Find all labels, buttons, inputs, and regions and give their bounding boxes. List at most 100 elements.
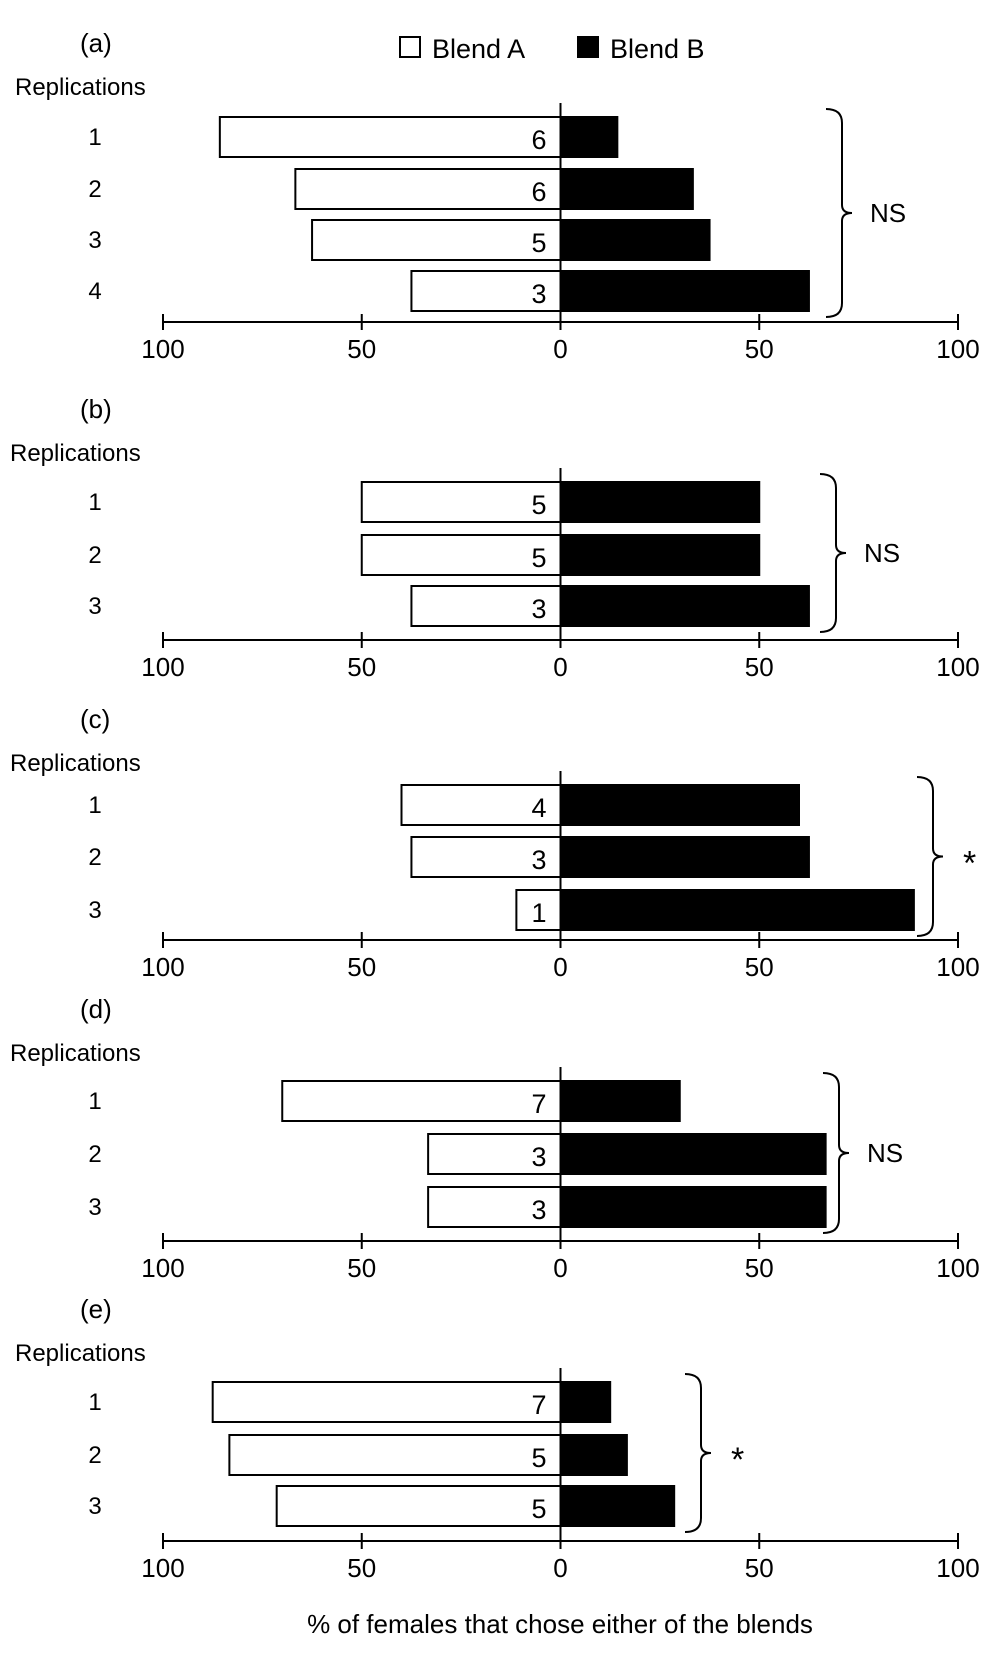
bar-count-blend-b: 5	[580, 543, 595, 573]
y-axis-title: Replications	[15, 1340, 146, 1367]
bar-count-blend-b: 1	[580, 125, 595, 155]
bar-count-blend-a: 3	[531, 1142, 546, 1172]
bar-count-blend-a: 7	[531, 1089, 546, 1119]
bar-blend-b	[559, 481, 761, 523]
bar-count-blend-a: 5	[531, 1494, 546, 1524]
bar-count-blend-b: 3	[580, 228, 595, 258]
bar-blend-a	[427, 1186, 562, 1228]
x-tick-label: 0	[553, 652, 567, 682]
legend-label-blend-a: Blend A	[432, 34, 525, 64]
category-label: 3	[88, 227, 101, 254]
x-tick-label: 100	[936, 652, 979, 682]
bar-count-blend-a: 5	[531, 228, 546, 258]
significance-bracket	[822, 1072, 850, 1234]
panel-1: (a) Replications 1 6 1 2 6 3 3 5 3 4 3 5 100 50 0 50 100 NS	[15, 28, 980, 364]
bar-count-blend-b: 5	[580, 490, 595, 520]
bar-blend-a	[211, 1381, 562, 1423]
bar-count-blend-a: 1	[531, 898, 546, 928]
bar-blend-a	[427, 1133, 562, 1175]
significance-bracket	[819, 473, 847, 633]
x-tick-label: 0	[553, 952, 567, 982]
category-label: 2	[88, 1442, 101, 1469]
bar-count-blend-b: 6	[580, 1142, 595, 1172]
bar-count-blend-b: 3	[580, 1089, 595, 1119]
x-tick-label: 0	[553, 334, 567, 364]
category-label: 1	[88, 124, 101, 151]
bar-count-blend-a: 3	[531, 279, 546, 309]
bar-blend-a	[228, 1434, 562, 1476]
bar-blend-b	[559, 168, 694, 210]
x-tick-label: 100	[936, 952, 979, 982]
panel-2: (b) Replications 1 5 5 2 5 5 3 3 5 100 50 0 50 100 NS	[10, 394, 980, 682]
bar-count-blend-a: 3	[531, 845, 546, 875]
category-label: 3	[88, 1194, 101, 1221]
category-label: 2	[88, 176, 101, 203]
bar-blend-b	[559, 1485, 676, 1527]
bar-blend-a	[294, 168, 562, 210]
category-label: 1	[88, 1389, 101, 1416]
bar-count-blend-a: 3	[531, 1195, 546, 1225]
bar-count-blend-a: 4	[531, 793, 546, 823]
bar-count-blend-b: 5	[580, 594, 595, 624]
x-tick-label: 0	[553, 1253, 567, 1283]
bar-blend-a	[410, 836, 562, 878]
bar-count-blend-a: 5	[531, 543, 546, 573]
bar-blend-b	[559, 1133, 827, 1175]
bar-count-blend-a: 3	[531, 594, 546, 624]
category-label: 1	[88, 792, 101, 819]
bar-blend-a	[400, 784, 562, 826]
x-tick-label: 50	[745, 1253, 774, 1283]
category-label: 4	[88, 278, 101, 305]
panel-label: (d)	[80, 994, 112, 1024]
legend: Blend A Blend B	[399, 34, 705, 64]
category-label: 1	[88, 489, 101, 516]
significance-bracket	[916, 776, 944, 937]
x-tick-label: 50	[347, 652, 376, 682]
x-tick-label: 50	[347, 1253, 376, 1283]
bar-blend-b	[559, 1186, 827, 1228]
panel-3: (c) Replications 1 4 6 2 3 5 3 1 8 100 50 0 50 100 *	[10, 704, 980, 982]
bar-count-blend-b: 5	[580, 279, 595, 309]
y-axis-title: Replications	[15, 74, 146, 101]
bar-count-blend-b: 8	[580, 898, 595, 928]
x-tick-label: 50	[745, 952, 774, 982]
panel-label: (a)	[80, 28, 112, 58]
bar-blend-a	[275, 1485, 562, 1527]
bar-count-blend-b: 6	[580, 1195, 595, 1225]
bar-blend-a	[360, 481, 562, 523]
bar-blend-a	[515, 889, 562, 931]
significance-bracket	[684, 1373, 712, 1533]
significance-label: NS	[870, 198, 906, 228]
significance-label: NS	[864, 538, 900, 568]
significance-label: NS	[867, 1138, 903, 1168]
y-axis-title: Replications	[10, 750, 141, 777]
x-tick-label: 50	[347, 334, 376, 364]
panel-label: (e)	[80, 1294, 112, 1324]
x-tick-label: 100	[936, 1253, 979, 1283]
bar-count-blend-b: 2	[580, 1494, 595, 1524]
panel-label: (c)	[80, 704, 110, 734]
category-label: 2	[88, 844, 101, 871]
bar-blend-a	[281, 1080, 562, 1122]
significance-label: *	[963, 845, 976, 883]
category-label: 3	[88, 593, 101, 620]
bar-count-blend-b: 1	[580, 1443, 595, 1473]
bar-blend-a	[218, 116, 562, 158]
bar-blend-b	[559, 784, 800, 826]
x-tick-label: 100	[141, 1253, 184, 1283]
significance-label: *	[731, 1441, 744, 1479]
bar-count-blend-a: 7	[531, 1390, 546, 1420]
category-label: 2	[88, 1141, 101, 1168]
bar-blend-b	[559, 534, 761, 576]
bar-blend-a	[410, 585, 562, 627]
category-label: 3	[88, 897, 101, 924]
x-tick-label: 50	[347, 1553, 376, 1583]
panel-5: (e) Replications 1 7 1 2 5 1 3 5 2 100 50 0 50 100 *	[15, 1294, 980, 1583]
category-label: 3	[88, 1493, 101, 1520]
x-tick-label: 100	[936, 1553, 979, 1583]
bar-count-blend-a: 5	[531, 490, 546, 520]
bar-blend-b	[559, 1080, 681, 1122]
x-tick-label: 50	[347, 952, 376, 982]
legend-swatch-blend-b	[577, 36, 599, 58]
